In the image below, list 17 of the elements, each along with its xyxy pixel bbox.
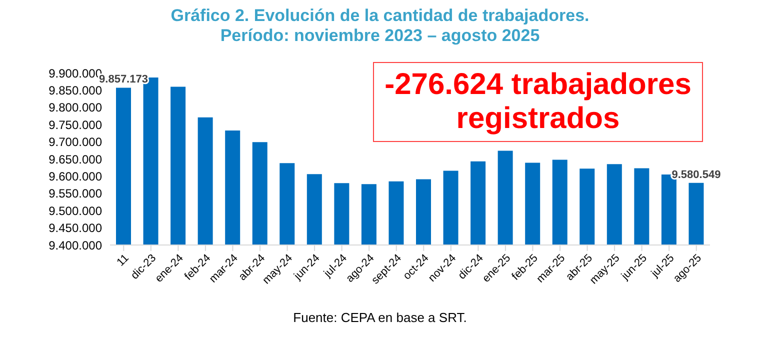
chart-subtitle: Período: noviembre 2023 – agosto 2025: [219, 26, 541, 46]
note-box: -276.624 trabajadores registrados: [373, 62, 703, 142]
chart-title: Gráfico 2. Evolución de la cantidad de trabajadores.: [170, 6, 590, 26]
y-tick-label: 9.650.000: [48, 152, 102, 166]
source-note: Fuente: CEPA en base a SRT.: [292, 310, 468, 325]
y-tick-label: 9.750.000: [48, 118, 102, 132]
y-tick-label: 9.700.000: [48, 135, 102, 150]
y-tick-label: 9.800.000: [48, 100, 102, 115]
annotation: -276.624 trabajadores registrados: [384, 68, 692, 136]
data-label: 9.580.549: [672, 168, 721, 181]
y-tick-label: 9.550.000: [48, 186, 102, 201]
y-tick-label: 9.450.000: [48, 221, 102, 236]
x-tick-label: 11: [114, 252, 132, 269]
y-tick-label: 9.600.000: [48, 169, 102, 184]
y-tick-label: 9.850.000: [48, 83, 102, 98]
y-tick-label: 9.500.000: [48, 204, 102, 218]
y-tick-label: 9.400.000: [48, 238, 102, 252]
